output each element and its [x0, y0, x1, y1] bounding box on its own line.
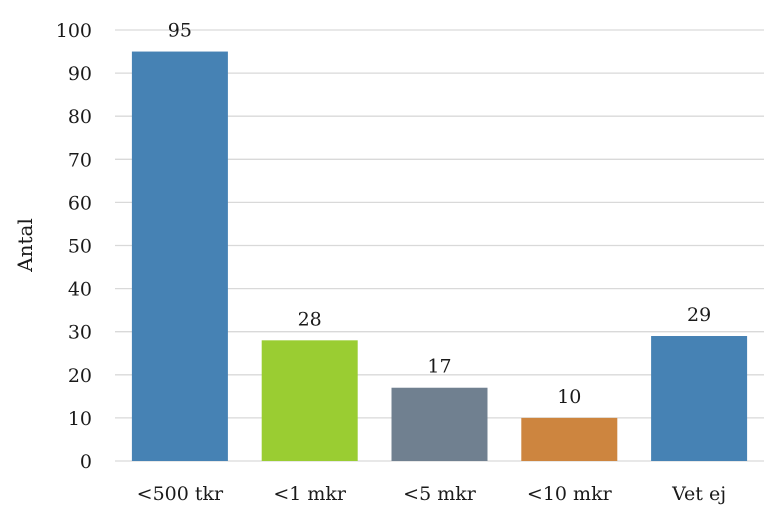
x-tick-label: <5 mkr — [403, 483, 477, 505]
data-label: 28 — [298, 308, 322, 330]
y-axis-ticks: 0 10 20 30 40 50 60 70 80 90 100 — [56, 20, 92, 473]
y-tick-label: 100 — [56, 20, 92, 42]
y-axis-label: Antal — [13, 218, 37, 273]
x-axis-ticks: <500 tkr <1 mkr <5 mkr <10 mkr Vet ej — [137, 483, 726, 505]
bar — [391, 387, 488, 461]
y-tick-label: 30 — [68, 322, 92, 344]
x-tick-label: Vet ej — [671, 483, 726, 505]
data-labels: 95 28 17 10 29 — [168, 20, 711, 408]
bar — [651, 336, 748, 461]
y-tick-label: 90 — [68, 63, 92, 85]
data-label: 29 — [687, 304, 711, 326]
y-tick-label: 50 — [68, 236, 92, 258]
bar — [521, 417, 618, 461]
data-label: 95 — [168, 20, 192, 42]
x-tick-label: <1 mkr — [273, 483, 347, 505]
y-tick-label: 80 — [68, 106, 92, 128]
bars — [131, 51, 748, 462]
y-tick-label: 20 — [68, 365, 92, 387]
y-tick-label: 10 — [68, 408, 92, 430]
x-tick-label: <500 tkr — [137, 483, 224, 505]
x-tick-label: <10 mkr — [527, 483, 613, 505]
data-label: 17 — [427, 356, 451, 378]
data-label: 10 — [557, 386, 581, 408]
y-tick-label: 40 — [68, 279, 92, 301]
y-tick-label: 60 — [68, 192, 92, 214]
bar — [131, 51, 228, 462]
y-tick-label: 0 — [80, 451, 92, 473]
bar — [261, 340, 358, 461]
y-tick-label: 70 — [68, 149, 92, 171]
